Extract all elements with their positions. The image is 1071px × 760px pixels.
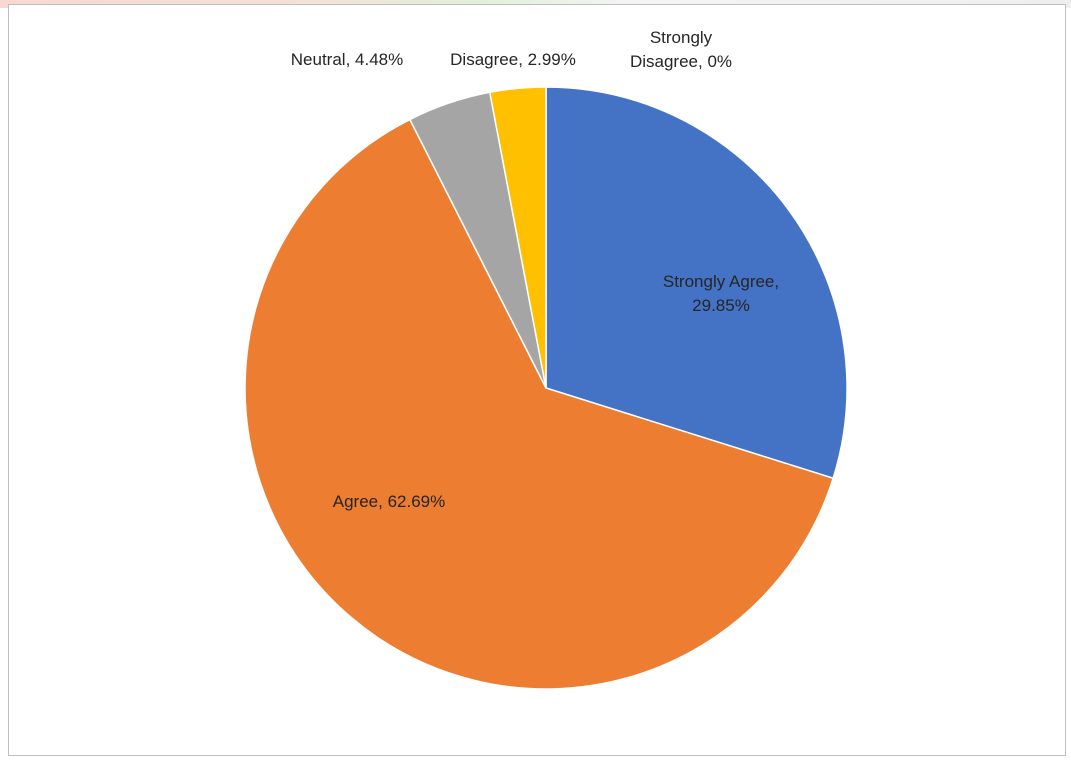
data-label-line: Strongly Agree, bbox=[663, 272, 779, 291]
data-label-agree: Agree, 62.69% bbox=[333, 492, 445, 511]
data-label-line: Agree, 62.69% bbox=[333, 492, 445, 511]
data-label-strongly-disagree: Strongly Disagree, 0% bbox=[630, 28, 732, 71]
data-label-disagree: Disagree, 2.99% bbox=[450, 50, 576, 69]
data-label-line: Disagree, 0% bbox=[630, 52, 732, 71]
pie-slice-disagree bbox=[488, 86, 547, 389]
data-label-line: Neutral, 4.48% bbox=[291, 50, 403, 69]
data-label-line: Strongly bbox=[650, 28, 713, 47]
data-label-line: 29.85% bbox=[692, 296, 750, 315]
data-label-line: Disagree, 2.99% bbox=[450, 50, 576, 69]
data-label-strongly-agree: Strongly Agree, 29.85% bbox=[663, 272, 779, 315]
pie-slices bbox=[244, 86, 848, 690]
pie-data-labels: Strongly Agree, 29.85% Agree, 62.69% Neutra… bbox=[291, 28, 779, 511]
pie-slice-strongly-agree bbox=[545, 86, 848, 480]
data-label-neutral: Neutral, 4.48% bbox=[291, 50, 403, 69]
pie-chart: Strongly Agree, 29.85% Agree, 62.69% Neutra… bbox=[244, 28, 848, 690]
pie-slice-agree bbox=[244, 118, 835, 690]
chart-area: Strongly Agree, 29.85% Agree, 62.69% Neutra… bbox=[8, 4, 1066, 756]
